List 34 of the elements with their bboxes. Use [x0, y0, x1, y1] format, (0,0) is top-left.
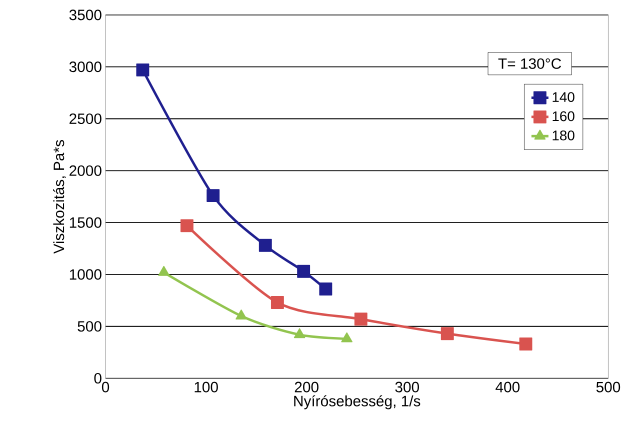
x-axis-title: Nyírósebesség, 1/s — [294, 395, 420, 410]
point — [294, 328, 306, 338]
point — [440, 327, 454, 340]
point — [319, 282, 332, 296]
point — [354, 312, 368, 326]
x-tick-label: 500 — [596, 382, 620, 392]
x-tick-label: 300 — [395, 382, 420, 392]
y-tick-label: 1000 — [70, 269, 102, 280]
y-tick-label: 3000 — [69, 62, 102, 72]
y-tick-label: 2500 — [70, 113, 102, 124]
y-tick-label: 1500 — [70, 217, 102, 228]
point — [180, 219, 194, 232]
y-tick-label: 500 — [78, 321, 102, 332]
x-tick-label: 0 — [102, 382, 110, 392]
point — [270, 296, 284, 309]
y-tick-label: 3500 — [69, 10, 102, 20]
point — [136, 63, 150, 76]
point — [297, 264, 310, 278]
y-tick-label: 2000 — [70, 165, 102, 176]
legend-label: 140 — [552, 92, 574, 102]
x-tick-label: 100 — [194, 382, 218, 392]
y-tick-label: 0 — [94, 373, 102, 384]
legend-label: 180 — [552, 130, 574, 140]
point — [206, 189, 220, 202]
y-axis-title: Viszkozitás, Pa*s — [53, 140, 66, 254]
point — [236, 310, 247, 320]
point — [158, 266, 170, 276]
legend-label: 160 — [552, 111, 574, 122]
x-tick-label: 200 — [294, 382, 318, 392]
point — [341, 332, 352, 342]
x-tick-label: 400 — [496, 382, 520, 392]
annotation: T= 130°C — [498, 58, 562, 69]
point — [258, 238, 272, 252]
point — [519, 338, 532, 350]
